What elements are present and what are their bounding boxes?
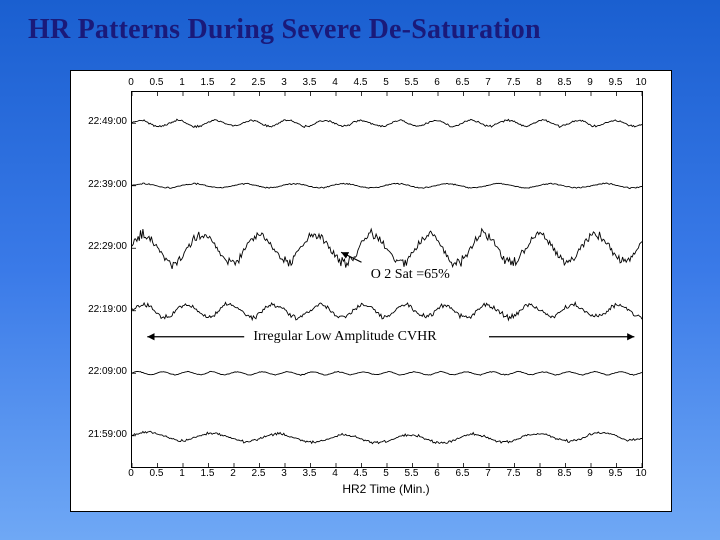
annotation-o2sat: O 2 Sat =65% <box>371 267 450 283</box>
x-tick-top: 5.5 <box>400 77 424 88</box>
x-tick-bottom: 5 <box>374 468 398 479</box>
x-tick-bottom: 4 <box>323 468 347 479</box>
x-tick-bottom: 2 <box>221 468 245 479</box>
x-tick-top: 4.5 <box>349 77 373 88</box>
x-tick-top: 2 <box>221 77 245 88</box>
x-tick-bottom: 8.5 <box>553 468 577 479</box>
y-tick-label: 22:19:00 <box>73 304 127 315</box>
x-tick-bottom: 10 <box>629 468 653 479</box>
x-tick-top: 6.5 <box>451 77 475 88</box>
x-tick-bottom: 7 <box>476 468 500 479</box>
x-tick-top: 6 <box>425 77 449 88</box>
x-tick-top: 8 <box>527 77 551 88</box>
x-tick-top: 7 <box>476 77 500 88</box>
x-tick-bottom: 7.5 <box>502 468 526 479</box>
x-tick-top: 1 <box>170 77 194 88</box>
x-tick-top: 7.5 <box>502 77 526 88</box>
x-tick-bottom: 6.5 <box>451 468 475 479</box>
x-tick-top: 9.5 <box>604 77 628 88</box>
chart-container: 000.50.5111.51.5222.52.5333.53.5444.54.5… <box>70 70 672 512</box>
x-tick-top: 3 <box>272 77 296 88</box>
y-tick-label: 22:09:00 <box>73 366 127 377</box>
annotation-arrow-o2sat <box>341 252 361 262</box>
x-tick-top: 0 <box>119 77 143 88</box>
x-tick-bottom: 4.5 <box>349 468 373 479</box>
x-tick-top: 4 <box>323 77 347 88</box>
x-tick-top: 5 <box>374 77 398 88</box>
y-tick-label: 22:39:00 <box>73 179 127 190</box>
y-tick-label: 22:29:00 <box>73 241 127 252</box>
x-axis-title: HR2 Time (Min.) <box>131 482 641 496</box>
x-tick-bottom: 3 <box>272 468 296 479</box>
x-tick-bottom: 2.5 <box>247 468 271 479</box>
x-tick-bottom: 0.5 <box>145 468 169 479</box>
x-tick-top: 1.5 <box>196 77 220 88</box>
x-tick-top: 0.5 <box>145 77 169 88</box>
y-tick-label: 22:49:00 <box>73 116 127 127</box>
x-tick-bottom: 3.5 <box>298 468 322 479</box>
x-tick-top: 8.5 <box>553 77 577 88</box>
y-tick-label: 21:59:00 <box>73 429 127 440</box>
x-tick-top: 3.5 <box>298 77 322 88</box>
x-tick-bottom: 0 <box>119 468 143 479</box>
x-tick-top: 2.5 <box>247 77 271 88</box>
x-tick-bottom: 1.5 <box>196 468 220 479</box>
x-tick-bottom: 8 <box>527 468 551 479</box>
x-tick-bottom: 5.5 <box>400 468 424 479</box>
slide-title: HR Patterns During Severe De-Saturation <box>0 0 720 46</box>
x-tick-bottom: 9 <box>578 468 602 479</box>
x-tick-bottom: 1 <box>170 468 194 479</box>
annotation-cvhr: Irregular Low Amplitude CVHR <box>253 329 436 345</box>
x-tick-bottom: 6 <box>425 468 449 479</box>
x-tick-top: 9 <box>578 77 602 88</box>
x-tick-top: 10 <box>629 77 653 88</box>
x-tick-bottom: 9.5 <box>604 468 628 479</box>
